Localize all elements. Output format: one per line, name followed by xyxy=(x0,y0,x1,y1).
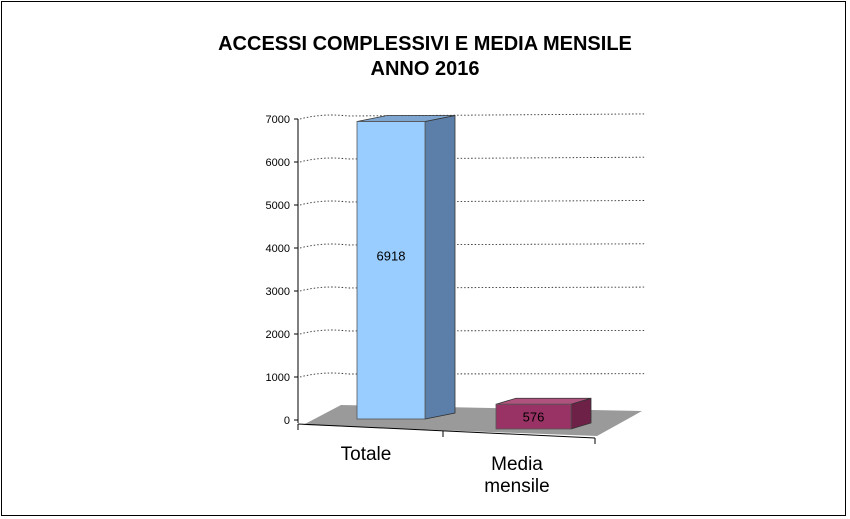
x-axis xyxy=(297,423,596,439)
chart-subtitle: ANNO 2016 xyxy=(370,58,480,80)
y-tick-label: 5000 xyxy=(266,200,290,212)
chart-title: ACCESSI COMPLESSIVI E MEDIA MENSILE xyxy=(218,33,632,55)
y-tick-label: 3000 xyxy=(266,286,290,298)
y-tick-label: 2000 xyxy=(266,329,290,341)
gridline xyxy=(299,372,646,378)
data-label: 6918 xyxy=(377,248,406,263)
gridline xyxy=(299,329,646,335)
gridline xyxy=(299,243,646,249)
bar-front xyxy=(356,121,426,420)
y-tick-label: 1000 xyxy=(266,372,290,384)
y-tick-label: 6000 xyxy=(266,157,290,169)
gridline xyxy=(299,286,646,292)
bar-2 xyxy=(495,397,592,430)
x-category-label: Totale xyxy=(341,444,392,465)
bar-front xyxy=(495,403,572,430)
bar-1 xyxy=(356,115,456,420)
gridline xyxy=(299,200,646,206)
bar-side xyxy=(424,115,456,420)
y-tick-label: 7000 xyxy=(266,114,290,126)
x-category-label: Media mensile xyxy=(484,454,549,497)
y-tick-label: 0 xyxy=(284,415,290,427)
gridline xyxy=(299,113,646,120)
data-label: 576 xyxy=(523,410,545,425)
gridline xyxy=(299,156,646,163)
y-tick-label: 4000 xyxy=(266,243,290,255)
